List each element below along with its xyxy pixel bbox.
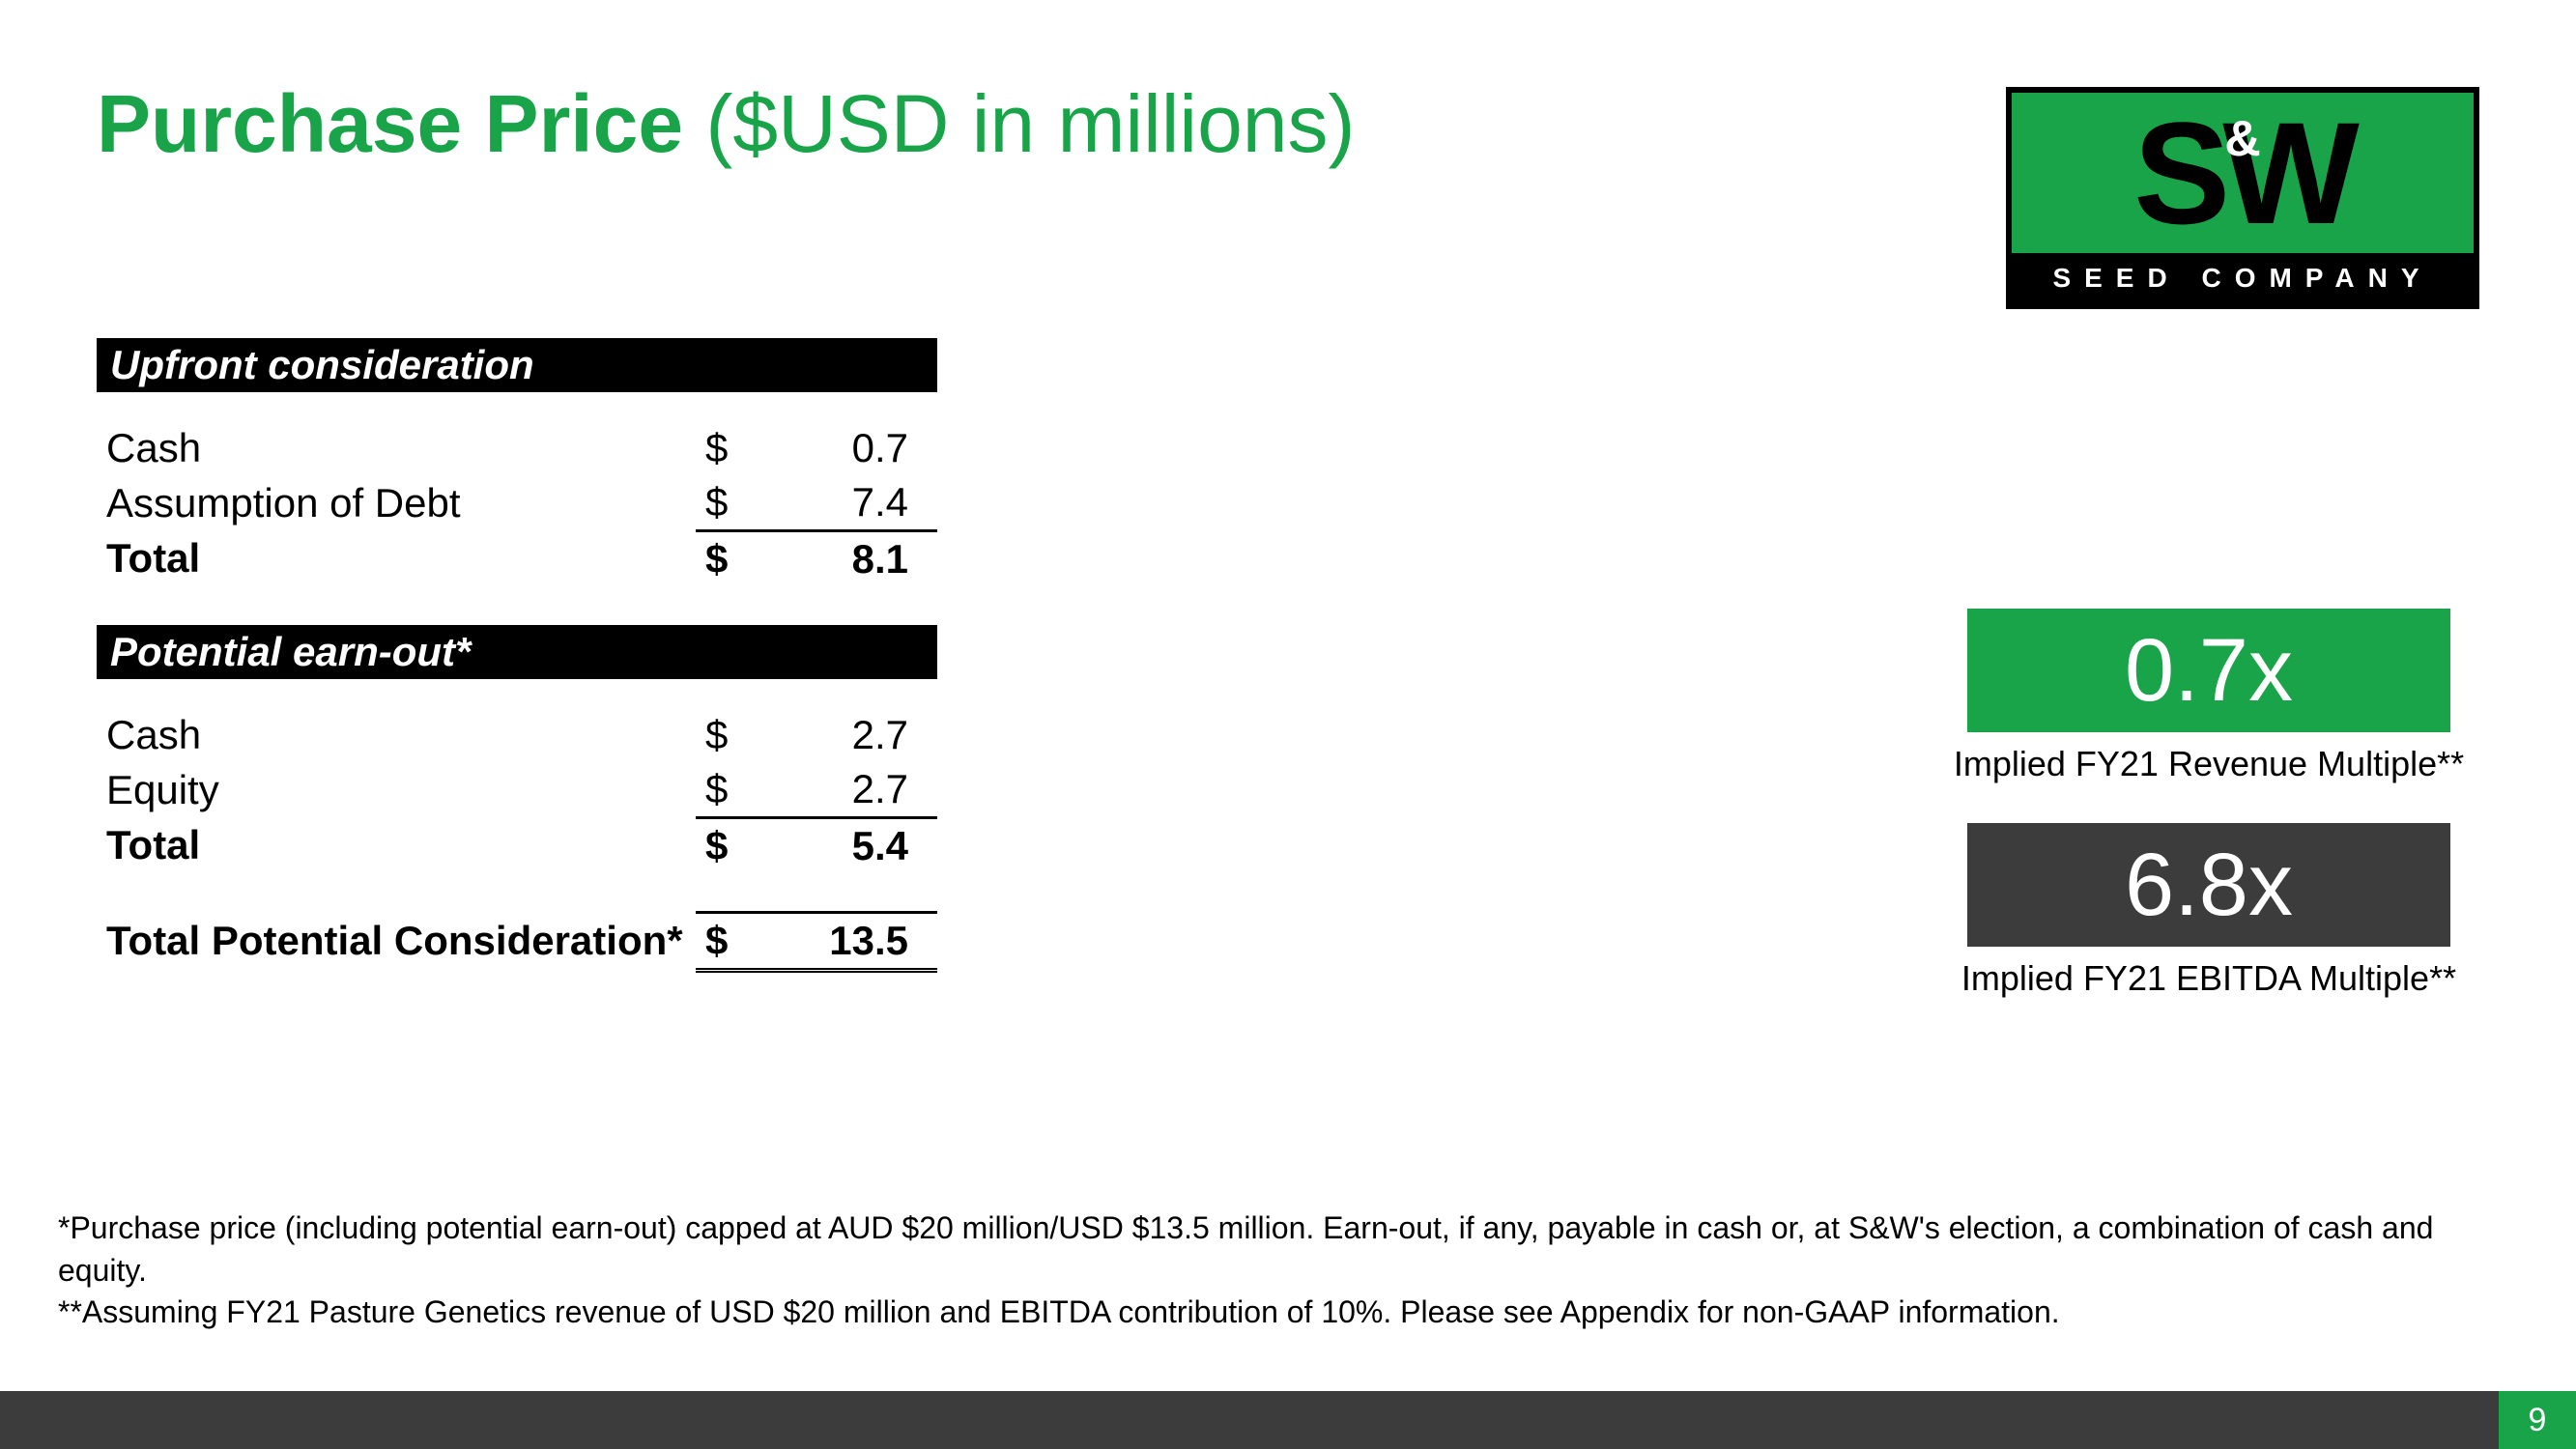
- row-label: Assumption of Debt: [97, 475, 696, 531]
- ebitda-multiple-box: 6.8x: [1967, 823, 2450, 947]
- spacer: [97, 586, 1063, 625]
- slide: Purchase Price ($USD in millions) & SW S…: [0, 0, 2576, 1449]
- upfront-table: Cash $ 0.7 Assumption of Debt $ 7.4 Tota…: [97, 421, 937, 586]
- earnout-header: Potential earn-out*: [97, 625, 937, 679]
- spacer: [97, 873, 937, 912]
- upfront-total-row: Total $ 8.1: [97, 531, 937, 587]
- logo-ampersand: &: [2224, 110, 2261, 168]
- table-row: Equity $ 2.7: [97, 762, 937, 818]
- row-sym: $: [696, 708, 754, 762]
- upfront-header: Upfront consideration: [97, 338, 937, 392]
- footnote-1: *Purchase price (including potential ear…: [58, 1208, 2479, 1291]
- row-label: Cash: [97, 708, 696, 762]
- earnout-table: Cash $ 2.7 Equity $ 2.7 Total $ 5.4 Tota…: [97, 708, 937, 973]
- bottom-bar: [0, 1391, 2576, 1449]
- table-row: Cash $ 0.7: [97, 421, 937, 475]
- logo-tagline: SEED COMPANY: [2012, 253, 2474, 303]
- title-sub: ($USD in millions): [705, 78, 1355, 169]
- row-label: Equity: [97, 762, 696, 818]
- row-val: 2.7: [754, 708, 937, 762]
- row-label: Total Potential Consideration*: [97, 912, 696, 970]
- content-area: Upfront consideration Cash $ 0.7 Assumpt…: [97, 338, 2479, 1037]
- row-sym: $: [696, 912, 754, 970]
- row-sym: $: [696, 531, 754, 587]
- footnotes: *Purchase price (including potential ear…: [58, 1208, 2479, 1333]
- row-label: Total: [97, 531, 696, 587]
- title-row: Purchase Price ($USD in millions) & SW S…: [97, 77, 2479, 309]
- table-row: Assumption of Debt $ 7.4: [97, 475, 937, 531]
- logo-top: & SW: [2012, 93, 2474, 253]
- row-val: 5.4: [754, 818, 937, 874]
- slide-title: Purchase Price ($USD in millions): [97, 77, 1356, 171]
- row-sym: $: [696, 762, 754, 818]
- title-main: Purchase Price: [97, 78, 683, 169]
- row-val: 13.5: [754, 912, 937, 970]
- grand-total-row: Total Potential Consideration* $ 13.5: [97, 912, 937, 970]
- table-row: Cash $ 2.7: [97, 708, 937, 762]
- company-logo: & SW SEED COMPANY: [2006, 87, 2479, 309]
- revenue-multiple-caption: Implied FY21 Revenue Multiple**: [1938, 744, 2479, 784]
- row-val: 0.7: [754, 421, 937, 475]
- row-label: Cash: [97, 421, 696, 475]
- row-sym: $: [696, 421, 754, 475]
- row-sym: $: [696, 818, 754, 874]
- row-sym: $: [696, 475, 754, 531]
- page-number: 9: [2499, 1391, 2576, 1449]
- earnout-total-row: Total $ 5.4: [97, 818, 937, 874]
- revenue-multiple-box: 0.7x: [1967, 609, 2450, 732]
- tables-column: Upfront consideration Cash $ 0.7 Assumpt…: [97, 338, 1063, 1037]
- row-val: 2.7: [754, 762, 937, 818]
- row-val: 8.1: [754, 531, 937, 587]
- metrics-column: 0.7x Implied FY21 Revenue Multiple** 6.8…: [1938, 338, 2479, 1037]
- row-val: 7.4: [754, 475, 937, 531]
- ebitda-multiple-caption: Implied FY21 EBITDA Multiple**: [1938, 958, 2479, 999]
- row-label: Total: [97, 818, 696, 874]
- footnote-2: **Assuming FY21 Pasture Genetics revenue…: [58, 1292, 2479, 1333]
